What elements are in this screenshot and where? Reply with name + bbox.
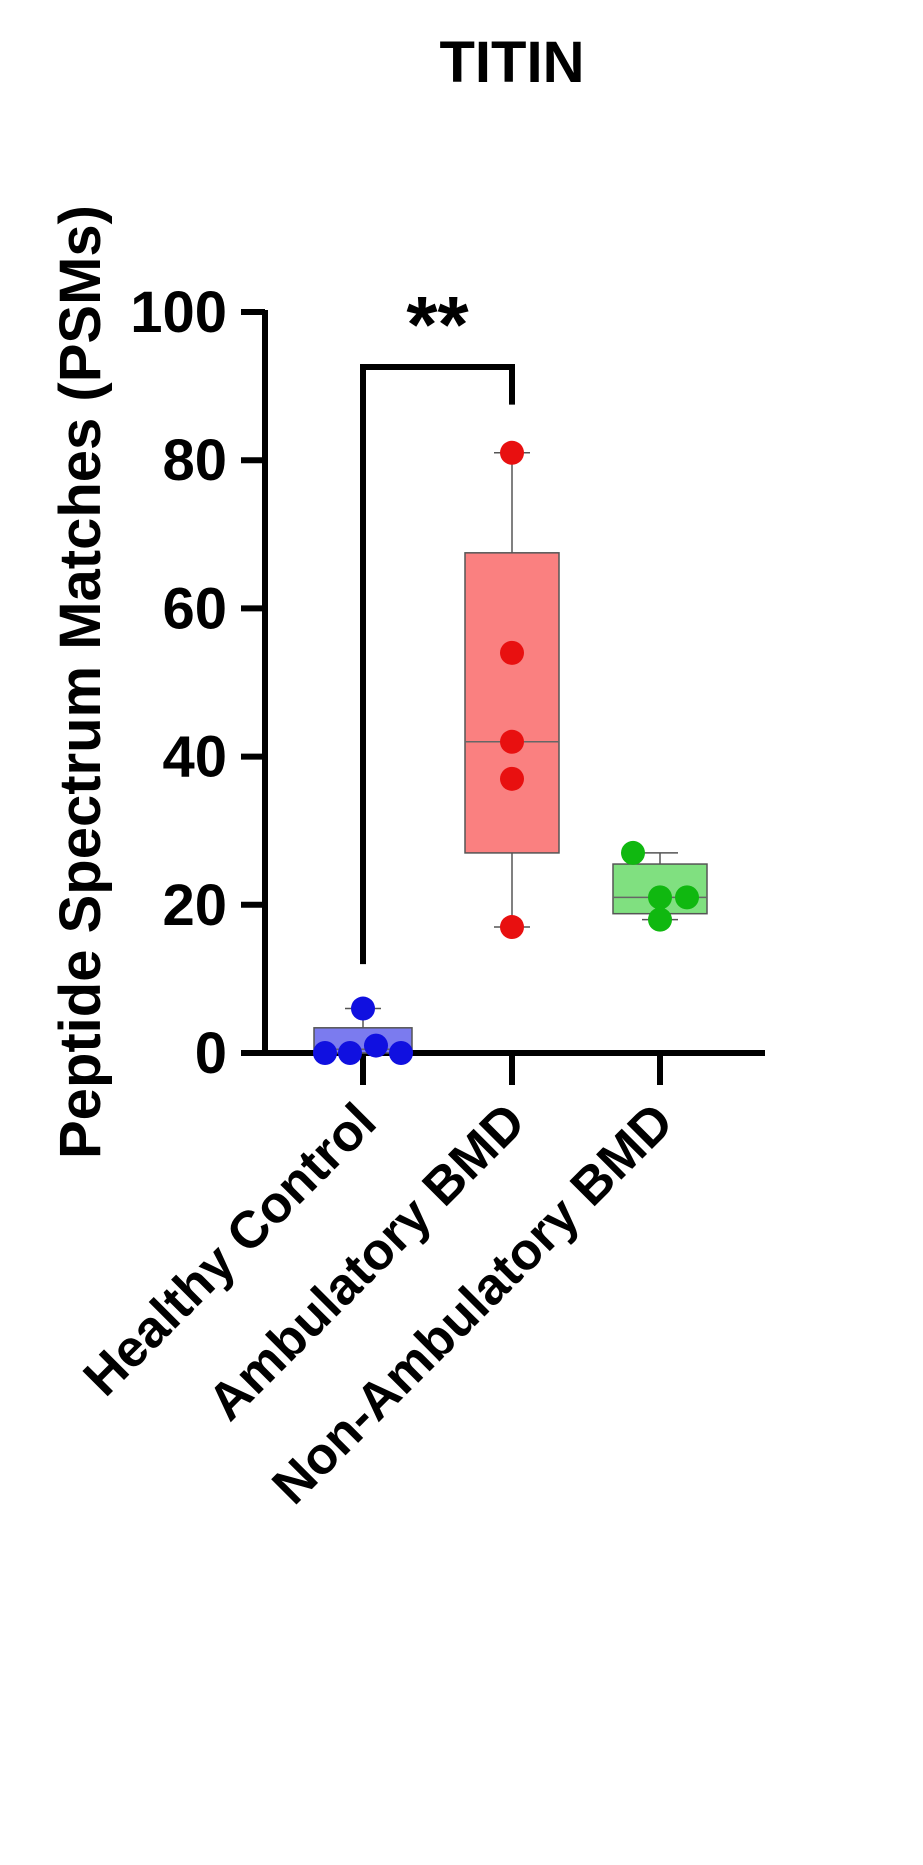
- chart-title: TITIN: [440, 30, 585, 95]
- data-point: [621, 840, 645, 865]
- y-tick-label: 20: [162, 873, 227, 938]
- data-point: [364, 1033, 388, 1058]
- data-point: [313, 1041, 337, 1065]
- significance-bracket: [360, 364, 515, 965]
- box-group: [313, 996, 413, 1065]
- significance-label: **: [406, 280, 469, 369]
- data-point: [338, 1041, 362, 1065]
- data-point: [500, 766, 524, 791]
- y-tick-label: 80: [162, 428, 227, 493]
- y-tick-label: 0: [195, 1021, 227, 1086]
- data-point: [500, 915, 524, 940]
- y-tick-label: 100: [130, 280, 227, 345]
- data-point: [648, 885, 672, 910]
- box-group: [464, 440, 560, 940]
- y-tick-label: 40: [162, 725, 227, 790]
- data-point: [389, 1041, 413, 1065]
- y-axis-label: Peptide Spectrum Matches (PSMs): [48, 205, 113, 1159]
- y-tick-label: 60: [162, 576, 227, 641]
- data-point: [648, 907, 672, 932]
- data-point: [500, 440, 524, 465]
- data-point: [675, 885, 699, 910]
- box: [464, 552, 560, 854]
- box-group: [612, 840, 708, 932]
- data-point: [351, 996, 375, 1021]
- data-point: [500, 640, 524, 665]
- data-point: [500, 729, 524, 754]
